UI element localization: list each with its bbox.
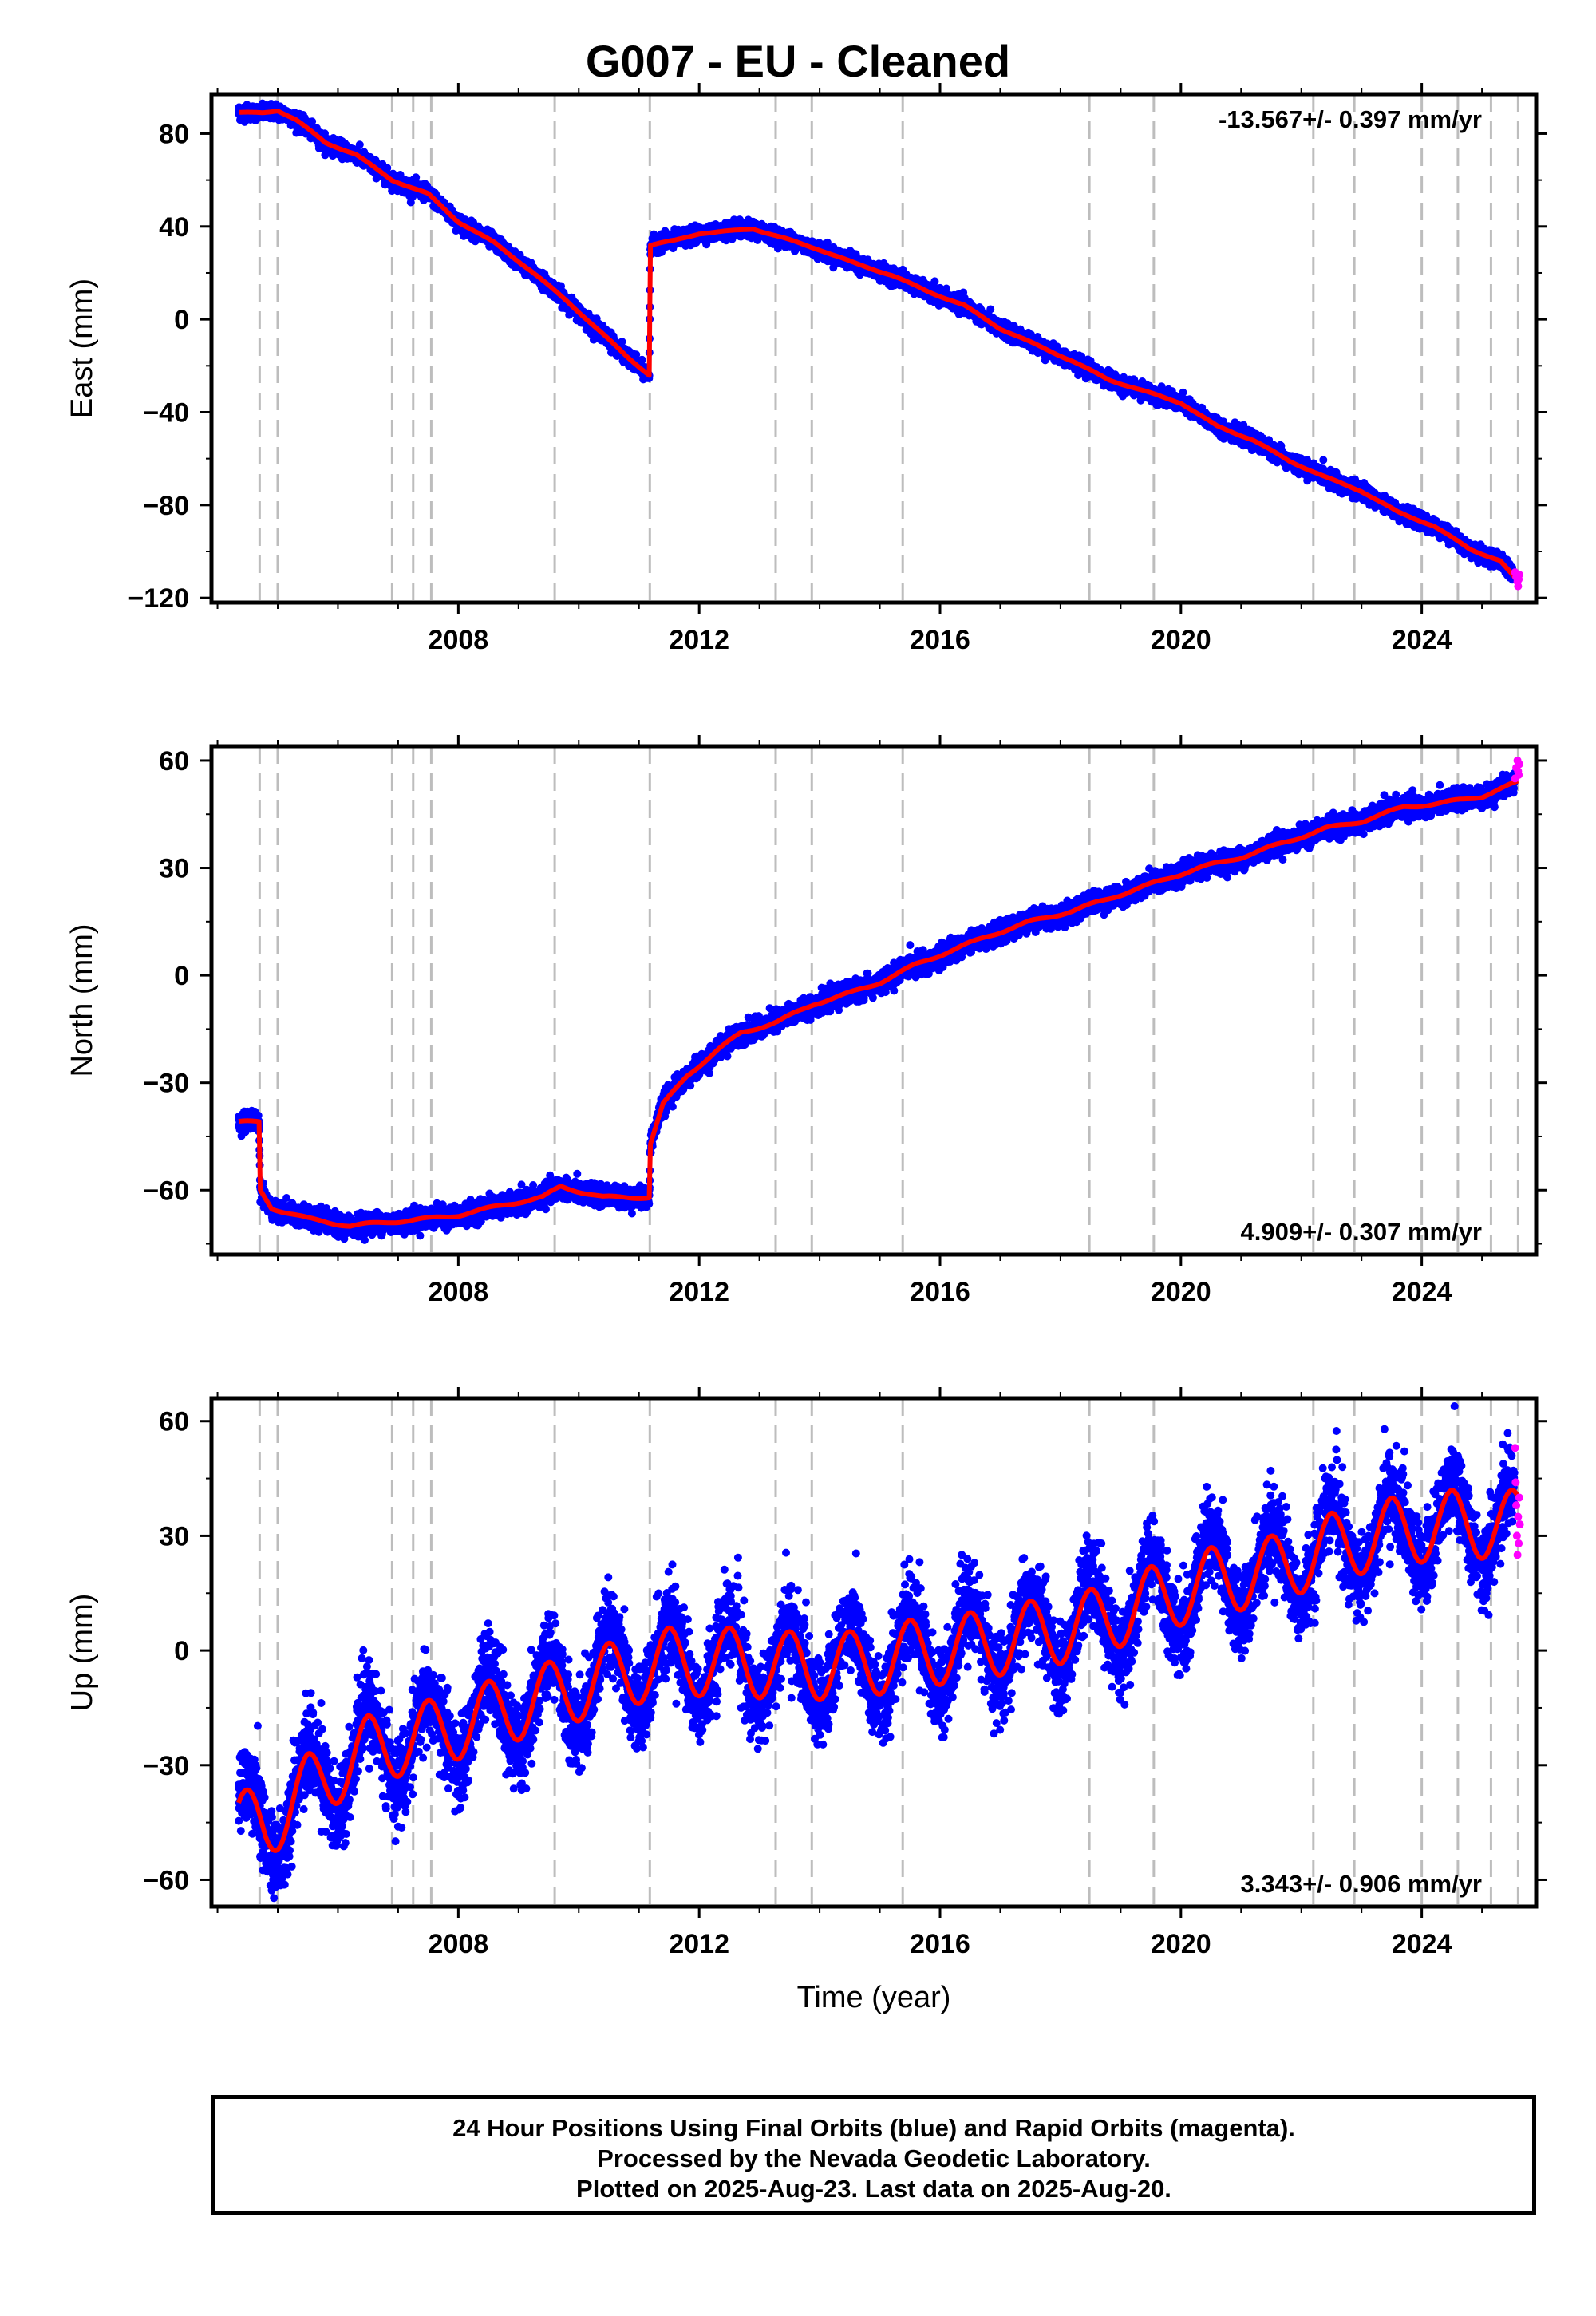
plot-area	[235, 746, 1523, 1255]
x-tick-label: 2008	[429, 1277, 489, 1307]
rapid-orbit-point	[1514, 1512, 1523, 1521]
rapid-orbit-point	[1512, 1501, 1521, 1510]
rate-label: -13.567+/- 0.397 mm/yr	[1219, 105, 1482, 133]
y-tick-label: 30	[159, 1521, 189, 1551]
y-tick-label: 30	[159, 854, 189, 884]
x-tick-label: 2012	[669, 625, 729, 655]
x-tick-label: 2020	[1151, 1277, 1211, 1307]
y-axis-label: East (mm)	[65, 279, 99, 418]
y-tick-label: 40	[159, 212, 189, 243]
model-fit-line	[236, 109, 1520, 583]
plot-area	[235, 1398, 1524, 1907]
x-tick-label: 2012	[669, 1277, 729, 1307]
final-orbit-points	[235, 769, 1519, 1244]
y-tick-label: 60	[159, 1407, 189, 1437]
model-fit-line	[236, 778, 1520, 1229]
rapid-orbit-point	[1515, 770, 1523, 779]
panel-north: −60 −30 0 30 60 2008 2012 2016 2020 2024 North (mm…	[65, 735, 1547, 1307]
plot-frame	[209, 744, 1539, 1257]
y-tick-label: −30	[143, 1069, 189, 1099]
panel-east: −120 −80 −40 0 40 80 2008 2012 2016 2020 2024 East …	[65, 83, 1547, 655]
y-tick-label: 0	[174, 961, 189, 991]
model-fit-line	[236, 1488, 1521, 1853]
rapid-orbit-point	[1515, 571, 1523, 579]
rapid-orbit-point	[1513, 1551, 1522, 1559]
rate-label: 3.343+/- 0.906 mm/yr	[1241, 1870, 1482, 1898]
y-tick-label: −60	[143, 1176, 189, 1206]
chart-title: G007 - EU - Cleaned	[585, 36, 1011, 86]
y-tick-label: −60	[143, 1865, 189, 1895]
final-orbit-points	[235, 1402, 1519, 1903]
y-tick-label: −40	[143, 397, 189, 428]
x-tick-label: 2024	[1392, 625, 1452, 655]
x-tick-label: 2024	[1392, 1277, 1452, 1307]
x-tick-label: 2016	[910, 1277, 970, 1307]
y-axis-label: Up (mm)	[65, 1594, 99, 1712]
footer-line-3: Plotted on 2025-Aug-23. Last data on 202…	[576, 2175, 1171, 2203]
rate-label: 4.909+/- 0.307 mm/yr	[1241, 1218, 1482, 1246]
x-tick-label: 2016	[910, 625, 970, 655]
rapid-orbit-point	[1515, 1520, 1524, 1529]
y-tick-label: 0	[174, 1636, 189, 1666]
x-axis-label: Time (year)	[797, 1981, 951, 2014]
rapid-orbit-point	[1514, 582, 1523, 591]
rapid-orbit-point	[1515, 1493, 1523, 1502]
y-tick-label: −80	[143, 491, 189, 521]
plot-frame	[209, 92, 1539, 605]
x-tick-label: 2016	[910, 1929, 970, 1959]
panel-up: −60 −30 0 30 60 2008 2012 2016 2020 2024 Up (mm) 3.…	[65, 1387, 1547, 2014]
x-tick-label: 2012	[669, 1929, 729, 1959]
x-tick-label: 2008	[429, 1929, 489, 1959]
x-tick-label: 2024	[1392, 1929, 1452, 1959]
y-tick-label: 0	[174, 305, 189, 335]
y-tick-label: 80	[159, 119, 189, 149]
x-tick-label: 2020	[1151, 625, 1211, 655]
footer-box: 24 Hour Positions Using Final Orbits (bl…	[211, 2095, 1536, 2215]
y-tick-label: 60	[159, 746, 189, 777]
rapid-orbit-point	[1515, 1539, 1523, 1547]
plot-frame	[209, 1396, 1539, 1909]
rapid-orbit-point	[1511, 1478, 1520, 1487]
x-tick-label: 2008	[429, 625, 489, 655]
rapid-orbit-point	[1515, 760, 1523, 769]
footer-line-2: Processed by the Nevada Geodetic Laborat…	[597, 2144, 1151, 2172]
x-tick-label: 2020	[1151, 1929, 1211, 1959]
final-orbit-points	[235, 99, 1519, 584]
y-tick-label: −120	[128, 583, 189, 614]
plot-area	[235, 94, 1523, 603]
y-tick-label: −30	[143, 1751, 189, 1781]
rapid-orbit-point	[1511, 1444, 1519, 1452]
y-axis-label: North (mm)	[65, 923, 99, 1077]
footer-line-1: 24 Hour Positions Using Final Orbits (bl…	[452, 2114, 1295, 2142]
rapid-orbit-point	[1512, 1531, 1521, 1540]
